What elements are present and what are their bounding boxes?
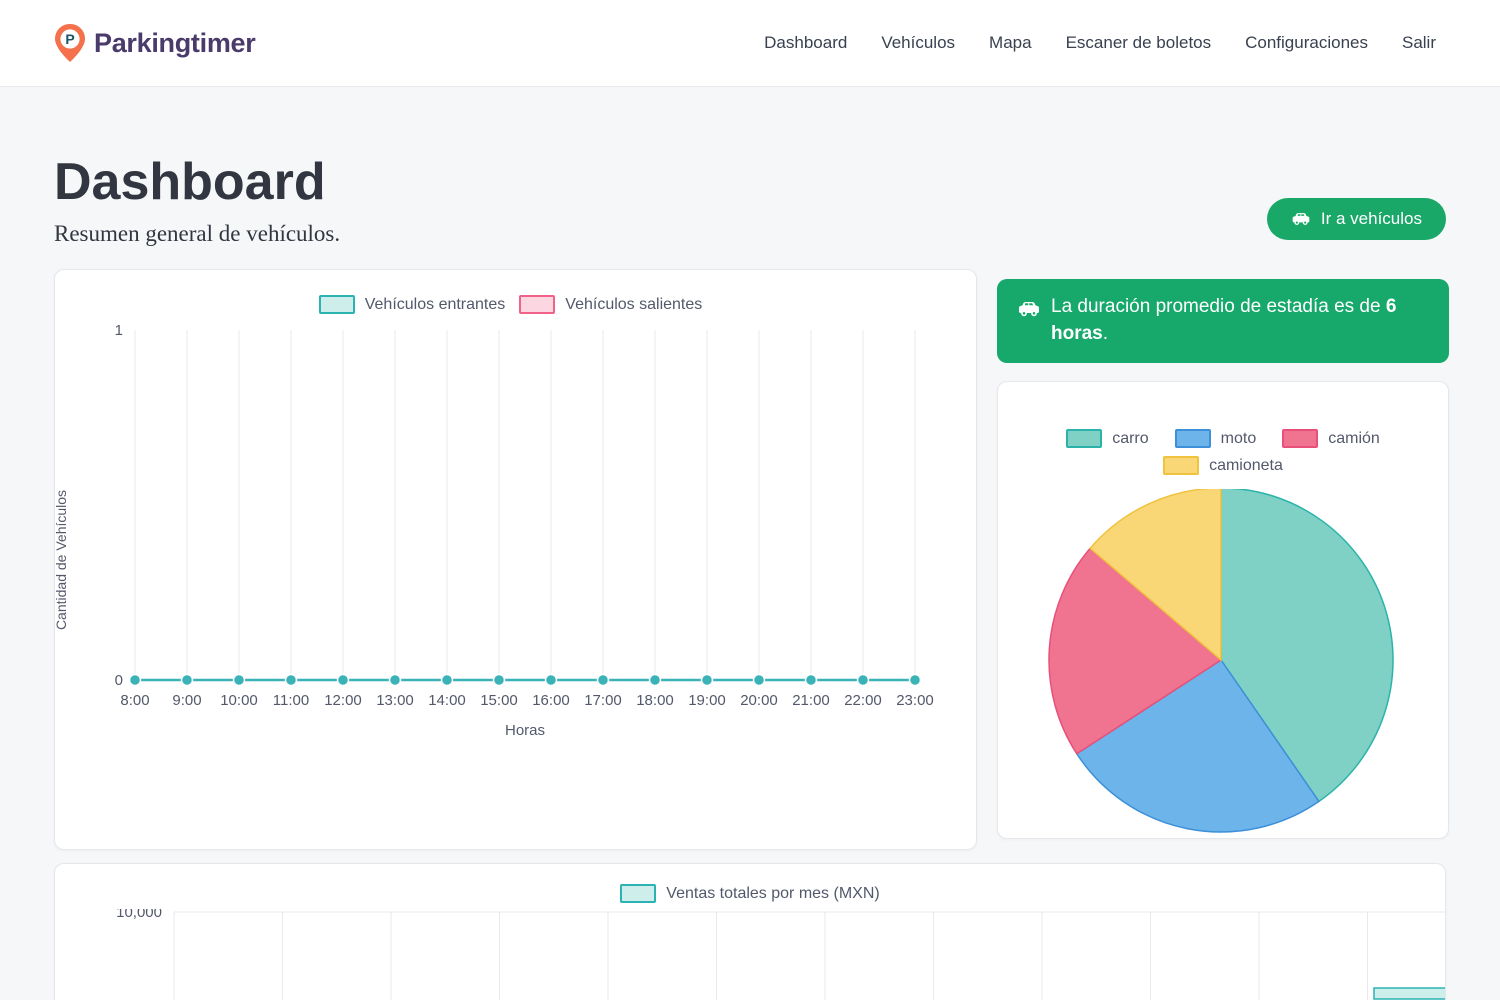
svg-text:23:00: 23:00 bbox=[896, 692, 934, 709]
svg-text:P: P bbox=[65, 31, 74, 47]
svg-text:18:00: 18:00 bbox=[636, 692, 674, 709]
svg-text:10:00: 10:00 bbox=[220, 692, 258, 709]
svg-text:0: 0 bbox=[115, 672, 123, 689]
svg-text:21:00: 21:00 bbox=[792, 692, 830, 709]
svg-text:12:00: 12:00 bbox=[324, 692, 362, 709]
svg-text:16:00: 16:00 bbox=[532, 692, 570, 709]
svg-text:11:00: 11:00 bbox=[273, 692, 309, 709]
svg-text:17:00: 17:00 bbox=[584, 692, 622, 709]
svg-text:22:00: 22:00 bbox=[844, 692, 882, 709]
svg-text:13:00: 13:00 bbox=[376, 692, 414, 709]
svg-text:1: 1 bbox=[115, 322, 123, 339]
svg-text:20:00: 20:00 bbox=[740, 692, 778, 709]
svg-text:8:00: 8:00 bbox=[120, 692, 149, 709]
svg-text:19:00: 19:00 bbox=[688, 692, 726, 709]
svg-text:Horas: Horas bbox=[505, 722, 545, 739]
svg-text:14:00: 14:00 bbox=[428, 692, 466, 709]
svg-text:9:00: 9:00 bbox=[172, 692, 201, 709]
svg-text:10,000: 10,000 bbox=[116, 909, 162, 921]
svg-text:15:00: 15:00 bbox=[480, 692, 518, 709]
